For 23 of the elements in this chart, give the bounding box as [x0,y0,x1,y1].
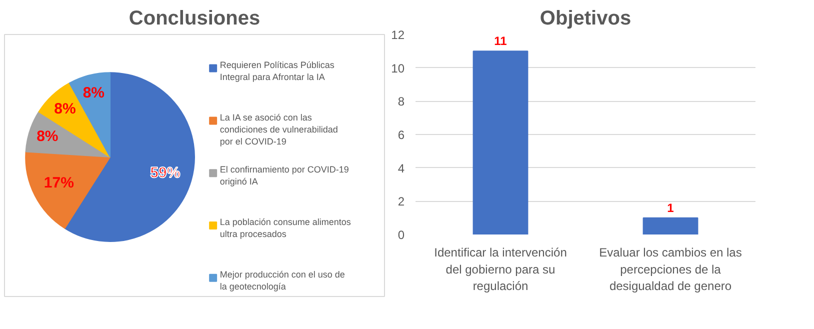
data-label: 59% [150,164,180,182]
data-label: 11 [494,34,508,48]
y-tick-label: 6 [398,128,405,142]
y-tick-label: 10 [391,61,405,76]
legend-label: Mejor producción con el uso de la geotecnología [220,269,345,292]
data-label: 8% [82,84,105,102]
data-label: 8% [54,100,76,118]
y-tick-label: 0 [398,228,405,242]
data-label: 8% [36,128,58,146]
y-tick-label: 2 [398,194,405,209]
legend-label: El confirnamiento por COVID-19 originó IA [220,164,349,187]
legend-label: La IA se asoció con las condiciones de vulnerabilidad por el COVID-19 [220,112,338,146]
data-label: 1 [667,200,674,215]
x-tick-label: Identificar la intervención del gobierno para su regulación [434,246,567,294]
x-tick-label: Evaluar los cambios en las percepciones de la desigualdad de genero [599,246,742,294]
chart-title: Conclusiones [128,8,260,30]
y-tick-label: 8 [398,94,405,109]
data-label: 17% [44,174,74,192]
y-tick-label: 4 [398,161,405,176]
legend-label: Requieren Políticas Públicas Integral para Afrontar la IA [220,60,335,82]
legend-label: La población consume alimentos ultra procesados [220,217,352,240]
chart-title: Objetivos [540,8,632,30]
y-tick-label: 12 [391,28,405,42]
